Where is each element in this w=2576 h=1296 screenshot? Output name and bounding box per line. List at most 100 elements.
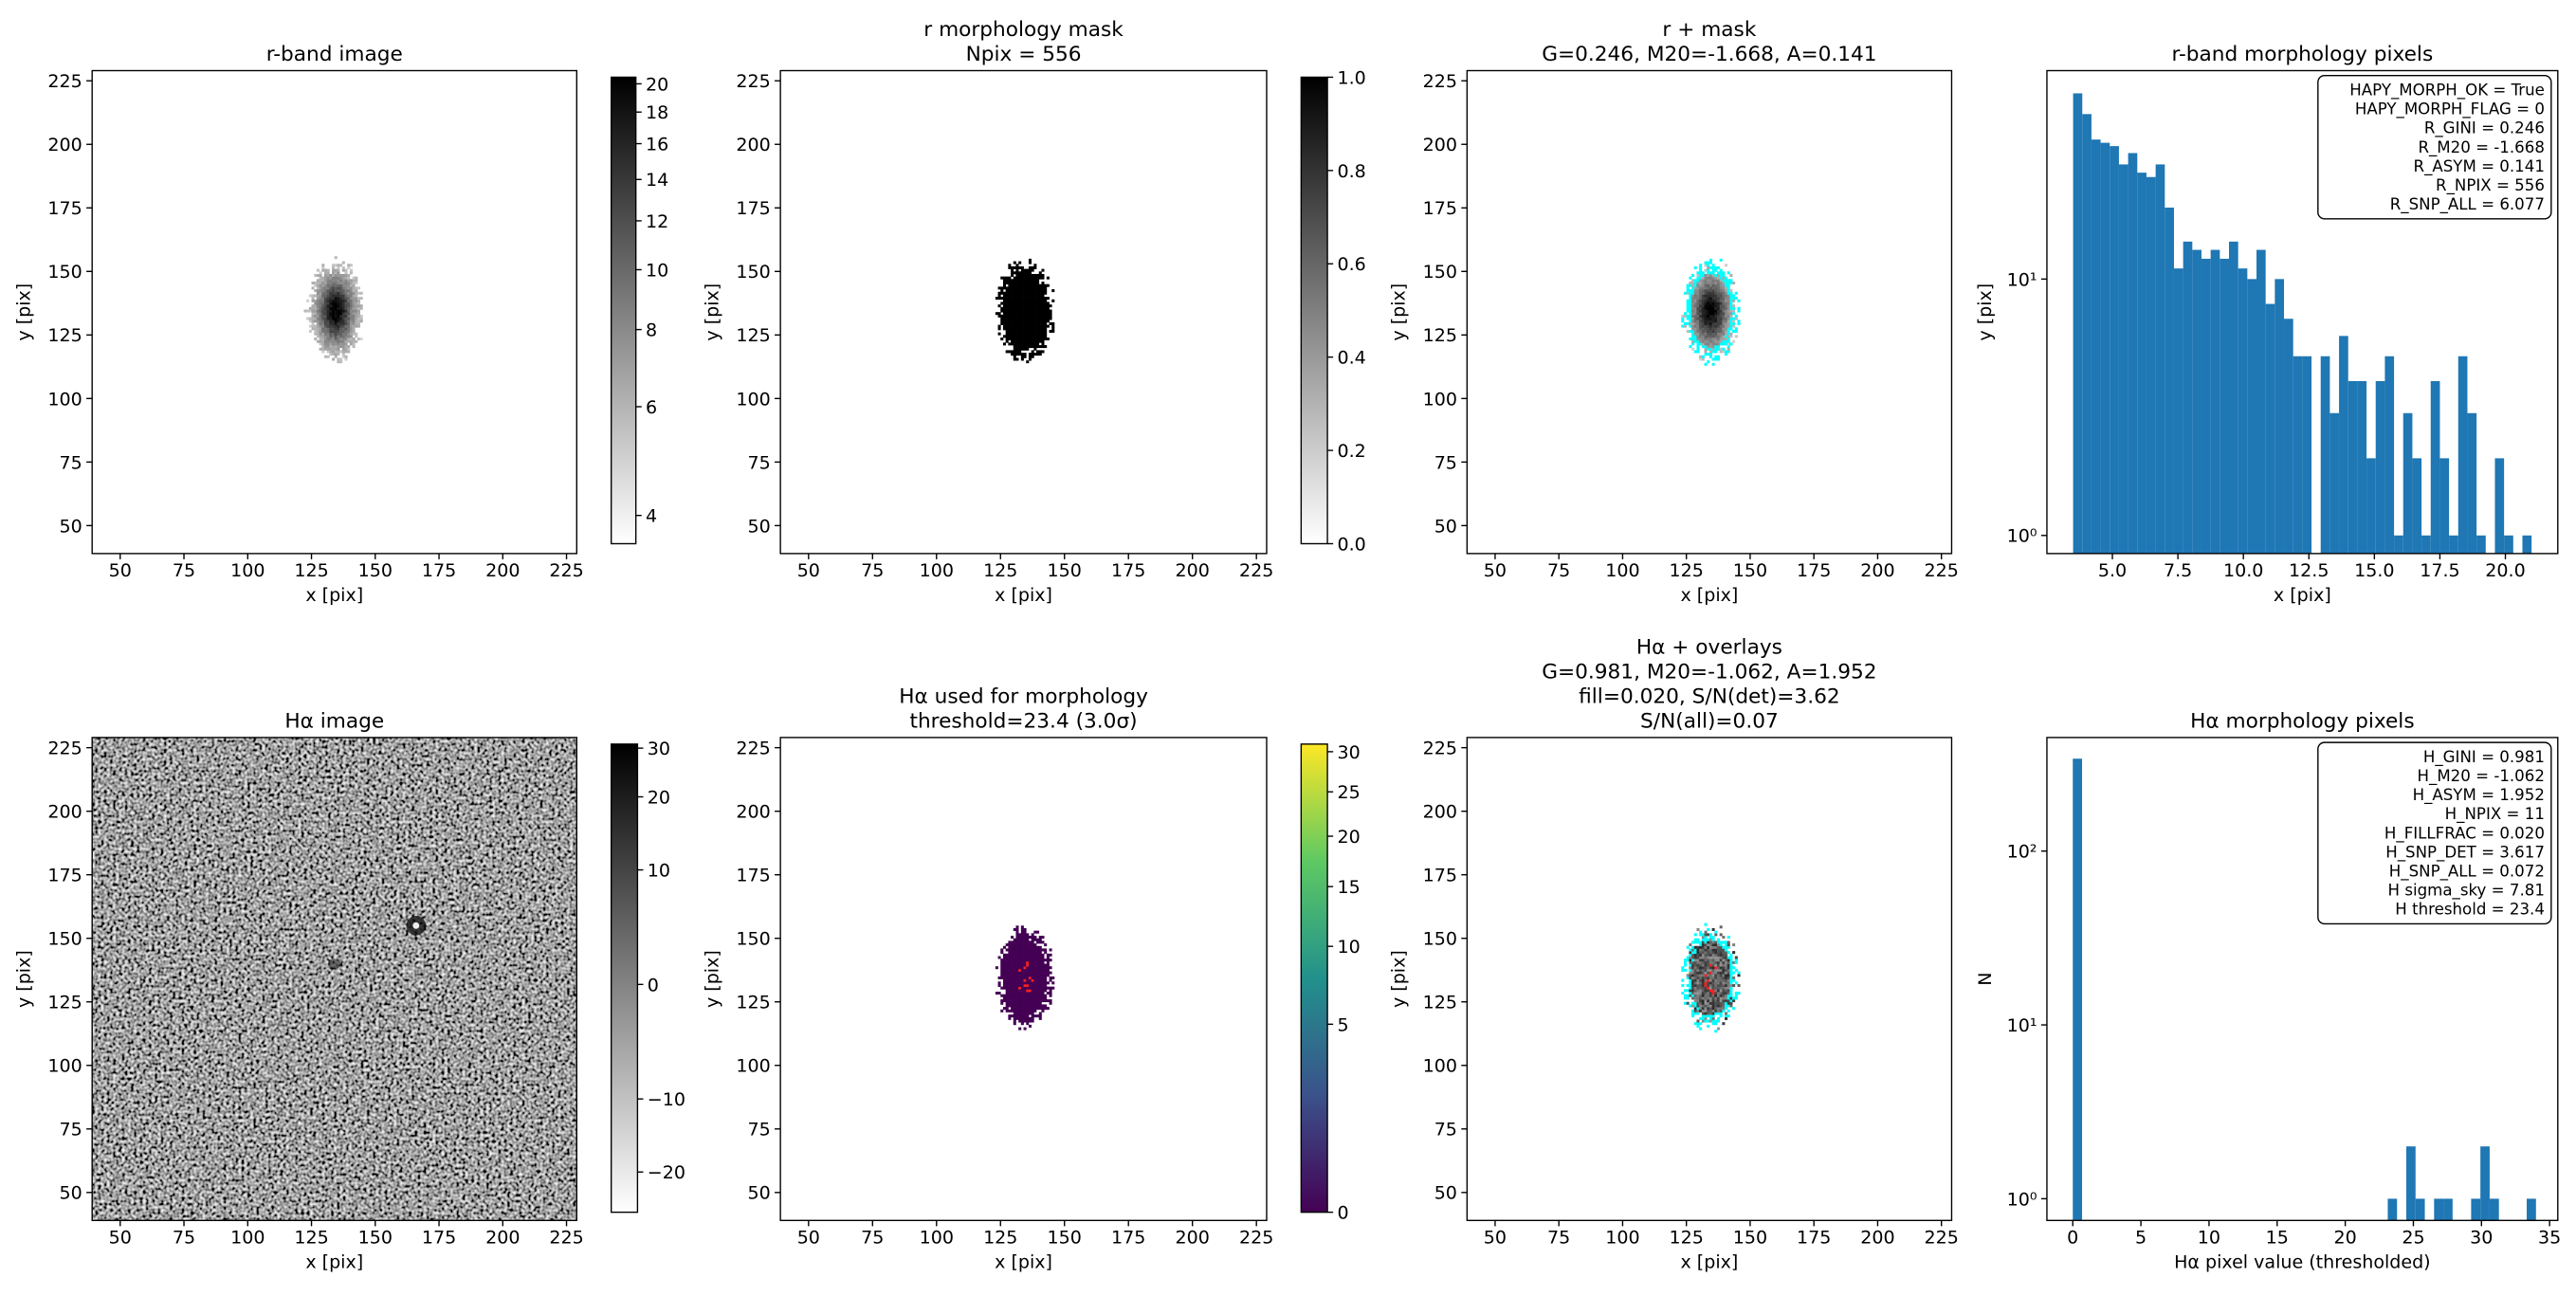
image-pixel <box>1041 332 1045 336</box>
colorbar-tick-label: 5 <box>1337 1014 1348 1035</box>
image-pixel <box>1693 301 1697 305</box>
image-pixel <box>1049 321 1052 325</box>
image-pixel <box>1734 994 1738 997</box>
y-tick-label: 150 <box>1423 262 1457 283</box>
image-pixel <box>1015 294 1019 298</box>
image-pixel <box>1704 350 1708 354</box>
image-pixel <box>1036 339 1040 343</box>
image-pixel <box>1696 304 1700 308</box>
image-pixel <box>1015 309 1019 313</box>
image-pixel <box>1031 327 1034 331</box>
image-pixel <box>1015 927 1019 932</box>
image-pixel <box>316 273 320 278</box>
image-pixel <box>1033 324 1037 328</box>
image-pixel <box>1691 283 1695 287</box>
image-pixel <box>1011 966 1014 970</box>
image-pixel <box>347 314 351 318</box>
image-pixel <box>1689 345 1692 349</box>
image-pixel <box>1699 286 1703 290</box>
image-pixel <box>1005 983 1009 988</box>
image-pixel <box>1719 339 1723 343</box>
y-tick-label: 125 <box>1423 993 1457 1013</box>
y-tick-label: 200 <box>1423 802 1457 823</box>
image-pixel <box>1696 276 1700 280</box>
image-pixel <box>319 286 322 290</box>
image-pixel <box>1719 283 1723 287</box>
image-pixel <box>1036 342 1040 346</box>
image-pixel <box>323 273 328 278</box>
image-pixel <box>1008 312 1012 316</box>
image-pixel <box>1005 297 1009 301</box>
image-pixel <box>1023 999 1027 1003</box>
image-pixel <box>1732 983 1736 988</box>
image-pixel <box>1714 291 1718 295</box>
image-pixel <box>1719 1004 1723 1008</box>
image-pixel <box>344 327 348 331</box>
image-pixel <box>1011 327 1014 331</box>
histogram-bar <box>2434 1198 2444 1221</box>
image-pixel <box>1691 286 1695 290</box>
image-pixel <box>1015 978 1019 982</box>
image-pixel <box>1031 314 1034 318</box>
image-pixel <box>1707 966 1710 970</box>
image-pixel <box>1708 936 1712 940</box>
image-pixel <box>1691 1012 1695 1015</box>
image-pixel <box>1044 289 1048 293</box>
image-pixel <box>1020 1009 1024 1013</box>
image-pixel <box>1049 958 1052 962</box>
image-pixel <box>344 268 348 272</box>
image-pixel <box>1028 999 1032 1003</box>
image-pixel <box>1732 960 1736 964</box>
image-pixel <box>1732 319 1736 323</box>
image-pixel <box>326 301 330 305</box>
image-pixel <box>337 273 340 278</box>
image-pixel <box>1013 289 1016 293</box>
image-pixel <box>1005 992 1009 995</box>
image-pixel <box>1726 319 1730 323</box>
image-pixel <box>1015 986 1019 990</box>
image-pixel <box>1005 966 1009 970</box>
image-pixel <box>1028 943 1032 947</box>
image-pixel <box>1704 283 1708 287</box>
image-pixel <box>1011 283 1014 287</box>
image-pixel <box>1707 958 1710 962</box>
plot-area <box>1681 922 1741 1033</box>
image-pixel <box>1033 289 1037 293</box>
image-pixel <box>1041 337 1045 341</box>
image-pixel <box>326 327 330 331</box>
image-pixel <box>1726 309 1730 313</box>
image-pixel <box>341 265 345 269</box>
colorbar-tick-label: 0 <box>648 975 659 995</box>
image-pixel <box>1714 306 1718 310</box>
image-pixel <box>1716 299 1721 302</box>
image-pixel <box>1714 329 1718 333</box>
image-pixel <box>1013 958 1016 962</box>
image-pixel <box>1018 347 1022 351</box>
x-tick-label: 15.0 <box>2354 560 2394 581</box>
image-pixel <box>1028 963 1032 967</box>
image-pixel <box>1036 940 1040 944</box>
image-pixel <box>1013 938 1016 941</box>
image-pixel <box>1023 958 1027 962</box>
panel-title: Hα used for morphology <box>899 685 1148 709</box>
image-pixel <box>1023 989 1027 993</box>
image-pixel <box>1041 299 1045 302</box>
image-pixel <box>1013 976 1016 979</box>
image-pixel <box>1038 958 1042 962</box>
image-pixel <box>1031 312 1034 316</box>
x-tick-label: 75 <box>173 1228 195 1249</box>
image-pixel <box>1020 956 1024 959</box>
image-pixel <box>1684 314 1688 318</box>
x-tick-label: 150 <box>1048 1228 1082 1249</box>
histogram-bar <box>2275 279 2285 554</box>
image-pixel <box>1013 948 1016 952</box>
image-pixel <box>1725 304 1728 308</box>
image-pixel <box>1704 276 1708 280</box>
image-pixel <box>1000 306 1004 310</box>
image-pixel <box>321 282 325 285</box>
image-pixel <box>1026 319 1030 323</box>
y-tick-label: 50 <box>60 516 82 537</box>
image-pixel <box>1013 301 1016 305</box>
image-pixel <box>1023 309 1027 313</box>
x-tick-label: 75 <box>861 560 884 581</box>
